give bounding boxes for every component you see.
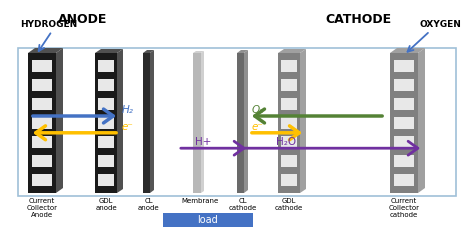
- Text: OXYGEN: OXYGEN: [420, 20, 462, 29]
- Bar: [278, 53, 300, 193]
- Bar: [394, 117, 414, 129]
- Polygon shape: [117, 49, 123, 193]
- Text: e⁻: e⁻: [122, 122, 134, 132]
- Polygon shape: [193, 51, 204, 53]
- Bar: [394, 136, 414, 148]
- Text: e⁻: e⁻: [252, 122, 264, 132]
- Bar: [281, 155, 297, 167]
- Bar: [98, 98, 114, 110]
- Bar: [163, 213, 253, 227]
- Text: CL
anode: CL anode: [137, 198, 159, 211]
- Bar: [193, 53, 201, 193]
- Bar: [28, 53, 56, 193]
- Bar: [95, 53, 117, 193]
- Polygon shape: [390, 48, 425, 53]
- Bar: [98, 155, 114, 167]
- Text: load: load: [198, 215, 219, 225]
- Text: CL
cathode: CL cathode: [228, 198, 256, 211]
- Bar: [281, 79, 297, 91]
- Bar: [394, 98, 414, 110]
- Bar: [98, 117, 114, 129]
- Bar: [394, 60, 414, 72]
- Bar: [98, 174, 114, 186]
- Bar: [394, 155, 414, 167]
- Bar: [32, 174, 52, 186]
- Text: Current
Collector
Anode: Current Collector Anode: [27, 198, 57, 218]
- Polygon shape: [418, 48, 425, 193]
- Polygon shape: [244, 50, 248, 193]
- Bar: [32, 98, 52, 110]
- Text: H₂: H₂: [122, 105, 134, 115]
- Text: H₂O: H₂O: [276, 137, 296, 147]
- Text: ANODE: ANODE: [58, 13, 107, 26]
- Text: CATHODE: CATHODE: [325, 13, 391, 26]
- Polygon shape: [278, 49, 306, 53]
- Bar: [281, 117, 297, 129]
- Bar: [32, 79, 52, 91]
- Polygon shape: [300, 49, 306, 193]
- Text: GDL
anode: GDL anode: [95, 198, 117, 211]
- Bar: [98, 60, 114, 72]
- Polygon shape: [143, 50, 154, 53]
- Bar: [281, 60, 297, 72]
- Bar: [143, 53, 150, 193]
- Bar: [32, 155, 52, 167]
- Bar: [390, 53, 418, 193]
- Bar: [32, 60, 52, 72]
- Polygon shape: [150, 50, 154, 193]
- Bar: [394, 79, 414, 91]
- Polygon shape: [201, 51, 204, 193]
- Bar: [237, 53, 244, 193]
- Bar: [281, 136, 297, 148]
- Bar: [281, 98, 297, 110]
- Bar: [98, 136, 114, 148]
- Text: O₂: O₂: [252, 105, 264, 115]
- Text: Membrane: Membrane: [182, 198, 219, 204]
- Polygon shape: [28, 48, 63, 53]
- Polygon shape: [56, 48, 63, 193]
- Polygon shape: [237, 50, 248, 53]
- Bar: [32, 136, 52, 148]
- Text: H+: H+: [195, 137, 211, 147]
- Polygon shape: [95, 49, 123, 53]
- Text: HYDROGEN: HYDROGEN: [20, 20, 77, 29]
- Bar: [281, 174, 297, 186]
- Bar: [18, 48, 456, 196]
- Text: GDL
cathode: GDL cathode: [275, 198, 303, 211]
- Bar: [32, 117, 52, 129]
- Bar: [394, 174, 414, 186]
- Bar: [98, 79, 114, 91]
- Text: Current
Collector
cathode: Current Collector cathode: [389, 198, 419, 218]
